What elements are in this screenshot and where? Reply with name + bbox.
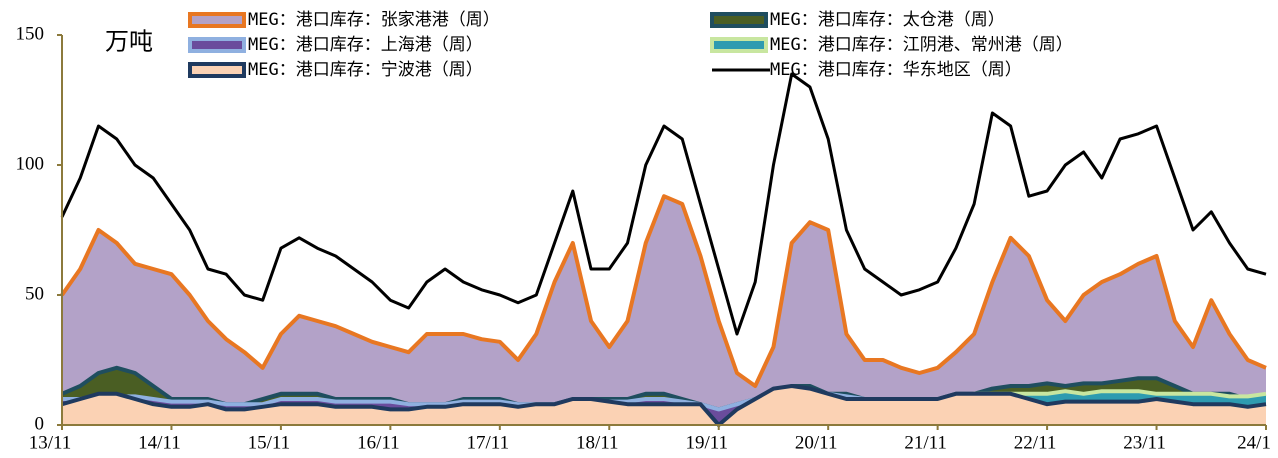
x-tick-label: 13/11: [29, 432, 72, 453]
y-tick-label: 100: [16, 153, 45, 174]
x-tick-label: 14/11: [138, 432, 181, 453]
x-tick-label: 19/11: [685, 432, 728, 453]
legend-label: MEG：港口库存：华东地区（周）: [770, 60, 1022, 80]
x-tick-label: 20/11: [795, 432, 838, 453]
area-fill: [62, 196, 1266, 425]
y-tick-label: 50: [25, 283, 44, 304]
x-tick-label: 24/1: [1237, 432, 1271, 453]
series-line: [61, 365, 1266, 412]
legend-label: MEG：港口库存：宁波港（周）: [248, 60, 483, 80]
legend-label: MEG：港口库存：张家港港（周）: [248, 10, 500, 30]
x-tick-label: 23/11: [1123, 432, 1166, 453]
legend-swatch: [710, 37, 768, 53]
y-tick-label: 150: [16, 23, 45, 44]
series-line: [60, 72, 1267, 336]
legend-label: MEG：港口库存：江阴港、常州港（周）: [770, 35, 1073, 55]
x-tick-label: 16/11: [357, 432, 400, 453]
x-tick-label: 21/11: [904, 432, 947, 453]
x-tick-label: 15/11: [248, 432, 291, 453]
y-axis-unit: 万吨: [105, 29, 153, 56]
y-tick-label: 0: [35, 413, 45, 434]
legend-swatch: [188, 37, 246, 53]
series-line: [60, 194, 1267, 388]
series-line: [61, 384, 1267, 427]
legend-swatch: [710, 12, 768, 28]
x-tick-label: 17/11: [467, 432, 510, 453]
x-tick-label: 22/11: [1014, 432, 1057, 453]
legend-label: MEG：港口库存：太仓港（周）: [770, 10, 1005, 30]
legend-swatch: [188, 62, 246, 78]
legend-swatch: [188, 12, 246, 28]
legend-label: MEG：港口库存：上海港（周）: [248, 35, 483, 55]
x-tick-label: 18/11: [576, 432, 619, 453]
